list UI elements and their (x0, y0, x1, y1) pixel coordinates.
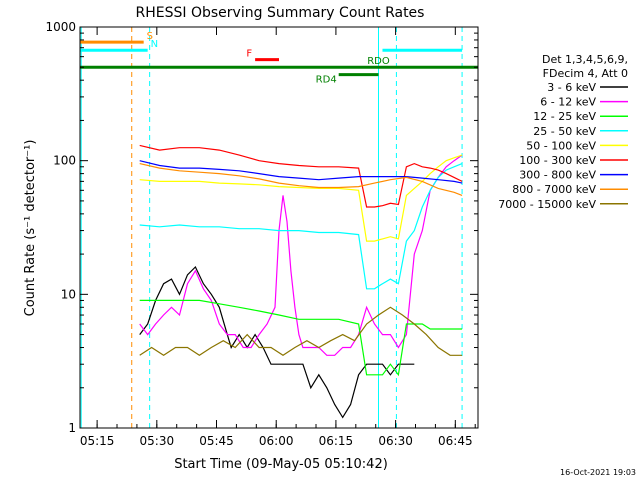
x-tick-label-4: 06:00 (259, 434, 294, 448)
legend-header-line-1: Det 1,3,4,5,6,9, (542, 53, 628, 66)
series-line-3-6-kev (139, 265, 415, 419)
legend-label-25-50-kev: 25 - 50 keV (533, 125, 596, 138)
series-line-100-300-kev (139, 144, 463, 208)
legend-label-100-300-kev: 100 - 300 keV (519, 154, 596, 167)
status-label-f: F (246, 49, 252, 60)
y-axis-label: Count Rate (s⁻¹ detector⁻¹) (23, 140, 38, 317)
y-tick-label-3: 100 (53, 154, 76, 168)
legend-label-12-25-kev: 12 - 25 keV (533, 110, 596, 123)
x-tick-label-3: 05:45 (199, 434, 234, 448)
status-label-rdo: RDO (367, 56, 390, 67)
x-tick-label-1: 05:15 (80, 434, 115, 448)
status-label-n: N (151, 39, 158, 50)
x-tick-label-6: 06:30 (378, 434, 413, 448)
y-tick-label-1: 1 (68, 421, 76, 435)
x-axis: 05:15 05:30 05:45 06:00 06:15 06:30 06:45 (80, 27, 476, 448)
series-line-300-800-kev (139, 160, 463, 184)
legend-label-3-6-kev: 3 - 6 keV (547, 81, 596, 94)
series-line-7000-15000-kev (139, 306, 463, 357)
x-tick-label-5: 06:15 (319, 434, 354, 448)
plot-area-frame (79, 26, 479, 429)
vertical-markers (80, 27, 463, 428)
x-axis-label: Start Time (09-May-05 05:10:42) (174, 457, 388, 472)
series-line-50-100-kev (139, 154, 463, 242)
legend-header-line-2: FDecim 4, Att 0 (543, 67, 628, 80)
y-tick-label-2: 10 (61, 287, 76, 301)
series-line-25-50-kev (139, 163, 463, 290)
legend-label-50-100-kev: 50 - 100 keV (526, 139, 596, 152)
render-timestamp: 16-Oct-2021 19:03 (560, 468, 636, 477)
series-lines (139, 144, 463, 419)
legend-label-300-800-kev: 300 - 800 keV (519, 169, 596, 182)
x-tick-label-2: 05:30 (140, 434, 175, 448)
legend-label-800-7000-kev: 800 - 7000 keV (512, 183, 596, 196)
status-label-rd4: RD4 (316, 75, 337, 86)
series-line-800-7000-kev (139, 163, 463, 196)
y-tick-label-4: 1000 (45, 20, 76, 34)
chart-title: RHESSI Observing Summary Count Rates (136, 5, 425, 21)
y-axis: 1 10 100 1000 (45, 20, 478, 435)
status-bars: SN F RDO RD4 (80, 31, 478, 86)
x-tick-label-7: 06:45 (438, 434, 473, 448)
legend-label-7000-15000-kev: 7000 - 15000 keV (498, 198, 596, 211)
status-label-s: S (147, 31, 153, 42)
series-line-12-25-kev (139, 299, 463, 377)
legend-label-6-12-kev: 6 - 12 keV (540, 96, 596, 109)
legend: Det 1,3,4,5,6,9, FDecim 4, Att 0 3 - 6 k… (498, 53, 628, 211)
